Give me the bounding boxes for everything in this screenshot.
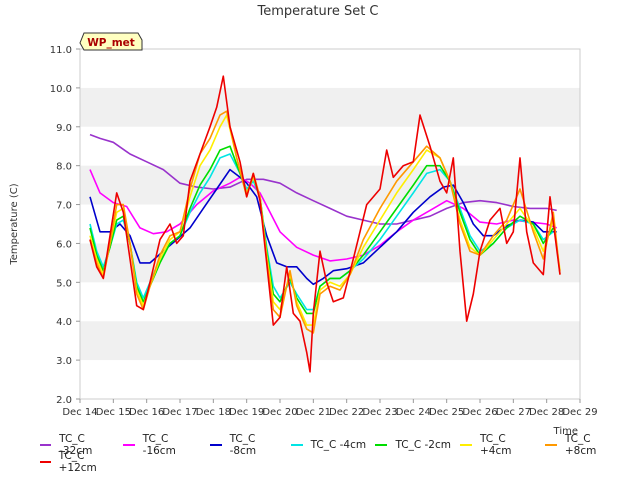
series-line — [89, 169, 557, 262]
legend-item: TC_C -2cm — [375, 439, 454, 451]
grid-band — [80, 321, 580, 361]
x-tick-label: Dec 21 — [296, 407, 331, 418]
legend-row: TC_C -32cm TC_C -16cm TC_C -8cm TC_C -4cm TC… — [40, 433, 630, 457]
x-tick-label: Dec 14 — [62, 407, 97, 418]
legend-item: TC_C -32cm — [40, 433, 117, 457]
x-tick-label: Dec 29 — [562, 407, 597, 418]
legend-label: TC_C -4cm — [310, 438, 367, 451]
legend-swatch — [40, 443, 52, 446]
annotation-label: WP_met — [87, 37, 135, 49]
series-line — [89, 168, 557, 286]
grid-bands — [80, 87, 580, 361]
x-tick-label: Dec 24 — [396, 407, 431, 418]
x-tick-label: Dec 19 — [229, 407, 264, 418]
legend-swatch — [375, 443, 388, 446]
legend-item: TC_C -4cm — [290, 438, 370, 451]
legend-label: TC_C -16cm — [142, 432, 176, 457]
legend-label: TC_C -32cm — [59, 432, 93, 457]
x-tick-label: Dec 16 — [129, 407, 164, 418]
series-lines — [89, 75, 561, 373]
legend-swatch — [209, 443, 222, 446]
y-axis: 2.0 3.0 4.0 5.0 6.0 7.0 8.0 9.0 10.0 11.0 — [50, 45, 80, 406]
y-tick-label: 11.0 — [50, 45, 72, 56]
y-tick-label: 2.0 — [56, 395, 72, 406]
legend-item: TC_C +12cm — [40, 450, 118, 474]
legend-item: TC_C +4cm — [460, 433, 539, 457]
x-tick-label: Dec 20 — [262, 407, 297, 418]
y-tick-label: 6.0 — [56, 239, 72, 250]
series-line — [89, 153, 554, 311]
x-tick-label: Dec 23 — [362, 407, 397, 418]
y-tick-label: 9.0 — [56, 123, 72, 134]
series-line — [89, 75, 561, 373]
chart-title: Temperature Set C — [256, 4, 378, 19]
legend-item: TC_C -8cm — [209, 432, 285, 457]
y-axis-label: Temperature (C) — [9, 183, 20, 265]
legend-item: TC_C -16cm — [122, 432, 204, 457]
legend-label: TC_C -2cm — [395, 438, 451, 451]
grid-band — [80, 165, 580, 205]
legend-label: TC_C +12cm — [58, 449, 97, 474]
y-tick-label: 3.0 — [56, 356, 72, 367]
x-tick-label: Dec 28 — [529, 407, 564, 418]
grid-band — [80, 87, 580, 127]
legend-swatch — [460, 443, 472, 446]
x-tick-label: Dec 26 — [462, 407, 497, 418]
x-tick-label: Dec 17 — [162, 407, 197, 418]
legend-item: TC_C +8cm — [545, 433, 624, 457]
x-tick-label: Dec 18 — [196, 407, 231, 418]
legend-swatch — [122, 443, 135, 446]
wp-met-annotation: WP_met — [79, 32, 143, 51]
x-tick-label: Dec 22 — [329, 407, 364, 418]
legend-label: TC_C +4cm — [480, 432, 512, 457]
y-tick-label: 10.0 — [50, 84, 72, 95]
legend-label: TC_C +8cm — [564, 432, 597, 457]
plot-area-frame — [79, 48, 581, 400]
y-tick-label: 8.0 — [56, 162, 72, 173]
x-tick-label: Dec 27 — [496, 407, 531, 418]
legend-label: TC_C -8cm — [229, 432, 257, 457]
series-line — [89, 133, 557, 225]
legend: TC_C -32cm TC_C -16cm TC_C -8cm TC_C -4cm TC… — [40, 433, 630, 474]
series-line — [89, 145, 554, 315]
legend-swatch — [290, 443, 303, 446]
x-tick-label: Dec 25 — [429, 407, 464, 418]
y-tick-label: 4.0 — [56, 317, 72, 328]
legend-row: TC_C +12cm — [40, 450, 630, 474]
y-tick-label: 5.0 — [56, 278, 72, 289]
x-axis-label: Time — [553, 426, 578, 437]
legend-swatch — [40, 460, 51, 463]
x-tick-label: Dec 15 — [96, 407, 131, 418]
legend-swatch — [545, 443, 557, 446]
y-tick-label: 7.0 — [56, 201, 72, 212]
